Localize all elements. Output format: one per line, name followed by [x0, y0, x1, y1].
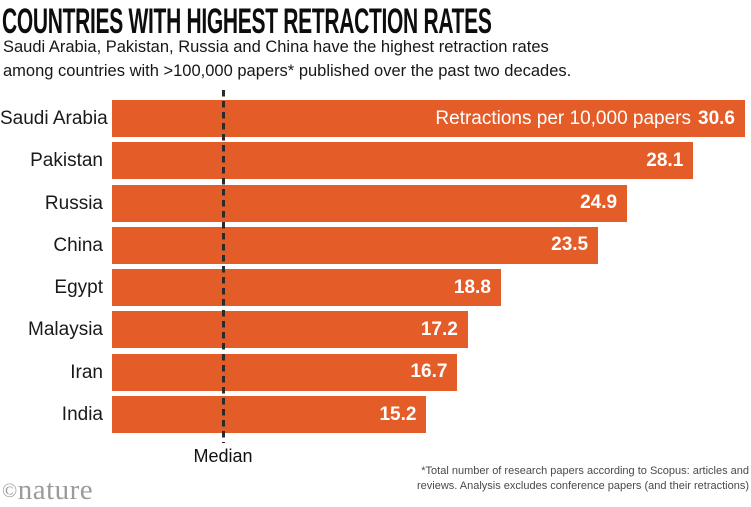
bar-track: 15.2 — [112, 396, 745, 434]
bar-label: Russia — [44, 192, 103, 214]
bar-value-prefix: Retractions per 10,000 papers — [435, 107, 692, 129]
bar-row: Malaysia 17.2 — [0, 311, 745, 349]
bar-row: Saudi Arabia Retractions per 10,000 pape… — [0, 100, 745, 137]
copyright-symbol: © — [2, 480, 18, 502]
nature-wordmark: nature — [17, 474, 94, 506]
bar: 23.5 — [112, 226, 599, 264]
bar-row: Egypt 18.8 — [0, 269, 745, 307]
bar: 15.2 — [112, 396, 427, 434]
bar-label: Iran — [70, 361, 103, 383]
bar-value: 23.5 — [551, 234, 589, 256]
median-dashed-line — [222, 90, 225, 443]
bar-track: 17.2 — [112, 311, 745, 349]
bar-label: Malaysia — [28, 319, 103, 341]
bar-track: 24.9 — [112, 184, 745, 222]
bar-value: 15.2 — [379, 403, 417, 425]
nature-logo: ©nature — [2, 474, 93, 507]
bar-value: 28.1 — [646, 149, 684, 171]
footnote-line-1: *Total number of research papers accordi… — [421, 465, 749, 477]
bar-value: 16.7 — [410, 361, 448, 383]
median-label: Median — [193, 446, 253, 466]
bar: Retractions per 10,000 papers 30.6 — [112, 100, 745, 137]
bar-row: Iran 16.7 — [0, 353, 745, 391]
bar-track: Retractions per 10,000 papers 30.6 — [112, 100, 745, 137]
bar-rows: Saudi Arabia Retractions per 10,000 pape… — [0, 100, 745, 434]
bar: 17.2 — [112, 311, 468, 349]
bar-label: China — [53, 234, 103, 256]
bar-label: India — [61, 404, 103, 426]
bar-value: 17.2 — [420, 318, 458, 340]
bar: 28.1 — [112, 142, 694, 180]
bar-value: 24.9 — [580, 192, 618, 214]
bar-label: Saudi Arabia — [0, 108, 108, 129]
footnote: *Total number of research papers accordi… — [417, 464, 749, 494]
bar-value: 18.8 — [453, 276, 491, 298]
footnote-line-2: reviews. Analysis excludes conference pa… — [417, 480, 749, 492]
subtitle-line-1: Saudi Arabia, Pakistan, Russia and China… — [3, 38, 549, 56]
subtitle-line-2: among countries with >100,000 papers* pu… — [3, 61, 572, 80]
bar-track: 18.8 — [112, 269, 745, 307]
chart-subtitle: Saudi Arabia, Pakistan, Russia and China… — [3, 36, 571, 83]
bar-label: Egypt — [54, 277, 103, 299]
bar: 24.9 — [112, 184, 628, 222]
bar-track: 28.1 — [112, 142, 745, 180]
bar: 18.8 — [112, 269, 501, 307]
bar-row: India 15.2 — [0, 396, 745, 434]
bar-chart: Saudi Arabia Retractions per 10,000 pape… — [0, 100, 745, 438]
bar-track: 16.7 — [112, 353, 745, 391]
bar: 16.7 — [112, 353, 458, 391]
bar-value: 30.6 — [698, 107, 735, 129]
bar-track: 23.5 — [112, 226, 745, 264]
bar-row: Pakistan 28.1 — [0, 142, 745, 180]
bar-row: Russia 24.9 — [0, 184, 745, 222]
bar-row: China 23.5 — [0, 226, 745, 264]
chart-title: COUNTRIES WITH HIGHEST RETRACTION RATES — [2, 2, 492, 41]
bar-label: Pakistan — [30, 150, 103, 172]
